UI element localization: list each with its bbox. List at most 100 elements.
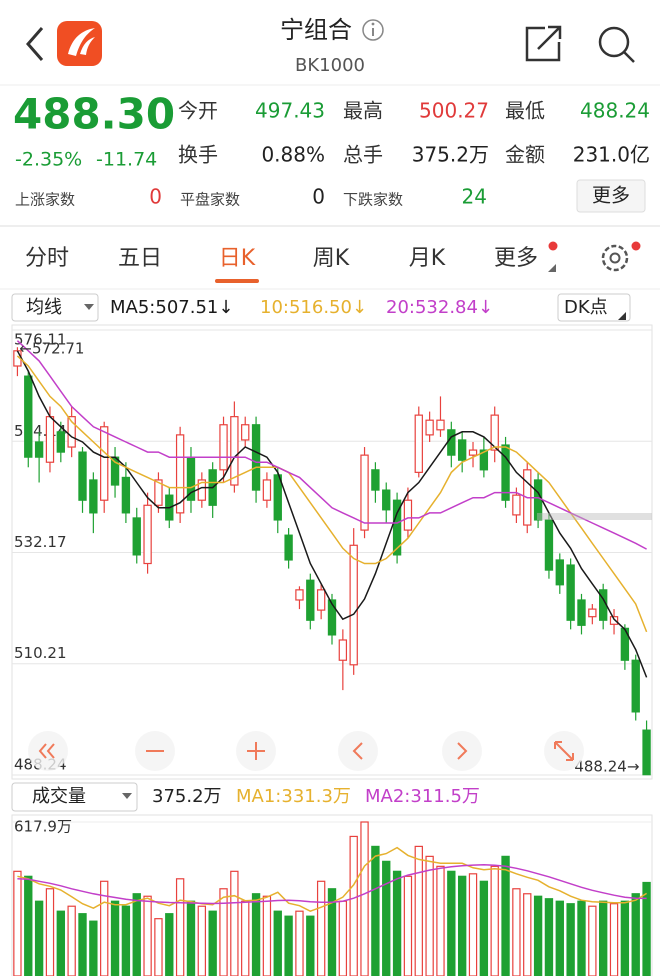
- change-pct: -2.35%: [15, 149, 82, 171]
- candle-body: [67, 416, 76, 448]
- candle-body: [24, 375, 33, 458]
- breadth-label: 下跌家数: [343, 191, 403, 209]
- volume-selector[interactable]: [11, 782, 138, 812]
- stat-value: 231.0亿: [573, 143, 650, 167]
- change: -11.74: [96, 149, 157, 171]
- tab-underline: [215, 279, 259, 283]
- share-button[interactable]: [525, 25, 562, 62]
- candle-body: [620, 627, 630, 661]
- candle-body: [45, 416, 55, 463]
- candle-body: [371, 469, 380, 491]
- candle-body: [468, 449, 478, 456]
- volume-bar: [392, 870, 402, 976]
- stat-label: 换手: [178, 143, 218, 167]
- candle-body: [132, 517, 141, 556]
- volume-bar: [479, 880, 489, 976]
- candle-body: [501, 444, 510, 501]
- candle-body: [327, 599, 337, 636]
- code: BK1000: [295, 55, 365, 76]
- volume-bar: [360, 821, 369, 976]
- candle-body: [588, 608, 597, 618]
- candle-body: [609, 616, 619, 625]
- search-button[interactable]: [598, 26, 635, 63]
- volume-bar: [501, 855, 510, 976]
- tab[interactable]: 更多: [494, 246, 538, 271]
- candle-body: [392, 499, 402, 556]
- candle-body: [241, 424, 250, 441]
- candle-body: [577, 599, 586, 626]
- volume-bar: [457, 875, 467, 976]
- volume-bar: [523, 893, 532, 976]
- info-icon[interactable]: [362, 19, 384, 41]
- volume-bar: [316, 880, 326, 976]
- scroll-right[interactable]: [442, 731, 482, 771]
- volume-bar: [78, 913, 87, 976]
- stat-label: 最低: [505, 99, 545, 123]
- volume-bar: [512, 888, 521, 976]
- stat-label: 最高: [343, 99, 383, 123]
- candle-body: [143, 504, 152, 565]
- volume-bar: [165, 913, 174, 976]
- badge-dot: [548, 241, 558, 251]
- y-tick-label: 576.11: [14, 331, 67, 349]
- ma-selector-label[interactable]: 均线: [26, 297, 62, 318]
- dk-button[interactable]: [557, 293, 631, 322]
- volume-bar: [186, 900, 196, 976]
- breadth-value: 0: [149, 185, 162, 209]
- candle-body: [34, 441, 44, 458]
- dk-button-label[interactable]: DK点: [564, 297, 608, 318]
- volume-bar: [338, 900, 348, 976]
- back-button[interactable]: [26, 27, 44, 61]
- tab-active[interactable]: 日K: [219, 246, 256, 271]
- candle-body: [457, 439, 467, 461]
- candle-body: [425, 419, 434, 436]
- more-button[interactable]: [576, 179, 646, 213]
- volume-bar: [241, 900, 250, 976]
- tab[interactable]: 月K: [409, 246, 446, 271]
- dropdown-icon: [618, 312, 626, 320]
- more-button-label[interactable]: 更多: [592, 185, 630, 207]
- volume-bar: [620, 900, 630, 976]
- volume-frame: [11, 814, 653, 976]
- kline-chart: 576.11554.14532.17510.21488.24←572.71488…: [12, 329, 652, 776]
- candle-body: [219, 424, 228, 471]
- volume-bar: [371, 845, 380, 976]
- y-tick-label: 532.17: [14, 533, 67, 551]
- candle-body: [251, 424, 261, 491]
- ma-selector[interactable]: [11, 293, 99, 322]
- candle-body: [121, 476, 131, 514]
- ma-legend: 20:532.84↓: [386, 297, 493, 318]
- app-icon[interactable]: [57, 21, 102, 66]
- volume-bar: [208, 910, 217, 976]
- volume-bar: [251, 893, 261, 976]
- candle-body: [338, 639, 348, 661]
- candle-body: [78, 451, 87, 501]
- tab[interactable]: 五日: [118, 246, 162, 271]
- volume-bar: [414, 845, 423, 976]
- tab[interactable]: 周K: [313, 246, 350, 271]
- candle-body: [555, 559, 564, 586]
- volume-bar: [110, 900, 120, 976]
- volume-bar: [143, 895, 152, 976]
- candle-body: [490, 414, 499, 451]
- volume-bar: [544, 898, 554, 976]
- volume-bar: [13, 870, 22, 976]
- volume-bar: [89, 920, 98, 976]
- stat-label: 今开: [178, 99, 218, 123]
- volume-bar: [295, 910, 304, 976]
- ma-legend: 10:516.50↓: [260, 297, 367, 318]
- scroll-left[interactable]: [338, 731, 378, 771]
- candle-body: [284, 534, 293, 561]
- volume-bar: [555, 900, 564, 976]
- volume-bar: [45, 888, 55, 976]
- volume-bar: [631, 893, 640, 976]
- price: 488.30: [13, 90, 175, 139]
- candle-body: [642, 729, 651, 776]
- breadth-label: 平盘家数: [180, 191, 240, 209]
- ma-line: [16, 355, 648, 633]
- stat-label: 金额: [505, 143, 545, 167]
- volume-selector-label[interactable]: 成交量: [32, 786, 86, 807]
- settings-button[interactable]: [601, 241, 641, 272]
- tab[interactable]: 分时: [25, 246, 69, 271]
- price-band: [537, 513, 652, 520]
